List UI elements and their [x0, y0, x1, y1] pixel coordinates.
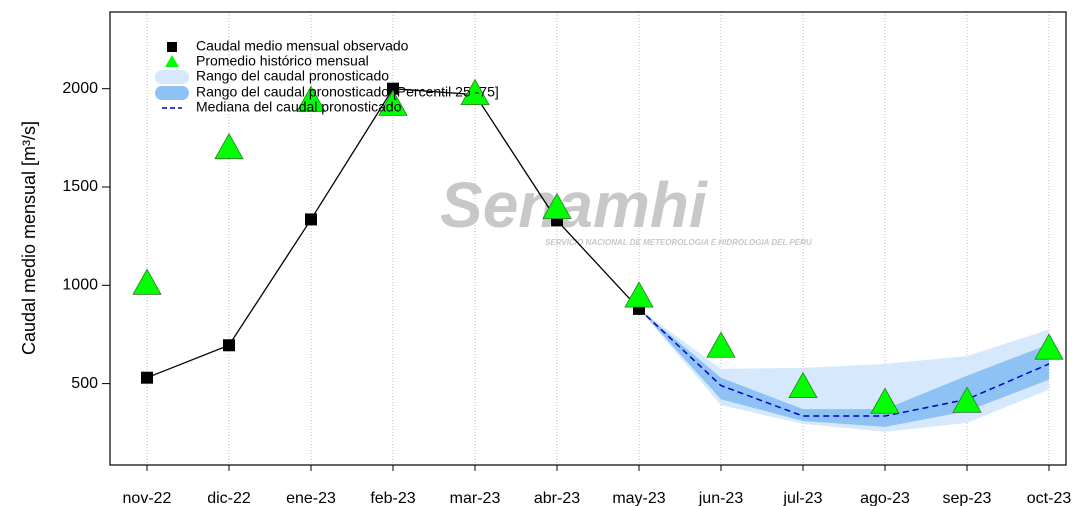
- legend-label: Promedio histórico mensual: [196, 53, 369, 69]
- historical-marker: [1034, 333, 1064, 360]
- x-tick-label: ene-23: [286, 490, 336, 506]
- legend-label: Caudal medio mensual observado: [196, 38, 409, 54]
- observed-marker: [223, 339, 235, 352]
- historical-marker: [788, 371, 818, 398]
- plot-frame: [109, 11, 1067, 466]
- historical-marker: [296, 85, 326, 112]
- legend-marker: [155, 70, 189, 84]
- watermark-subtitle: SERVICIO NACIONAL DE METEOROLOGIA E HIDR…: [545, 238, 812, 247]
- x-tick-label: abr-23: [534, 490, 580, 506]
- historical-marker: [542, 192, 572, 220]
- observed-marker: [141, 371, 153, 384]
- historical-marker: [706, 331, 736, 358]
- historical-marker: [378, 89, 408, 116]
- y-tick-label: 2000: [62, 80, 98, 97]
- legend-label: Rango del caudal pronosticado: [196, 68, 389, 84]
- legend-marker: [167, 42, 177, 52]
- x-tick-label: jul-23: [782, 490, 822, 506]
- historical-marker: [624, 281, 654, 308]
- x-tick-label: feb-23: [370, 490, 415, 506]
- historical-marker: [952, 386, 982, 413]
- watermark-title: Senamhi: [440, 169, 708, 241]
- legend-marker: [165, 55, 179, 67]
- y-tick-label: 500: [71, 375, 98, 392]
- legend-label: Rango del caudal pronosticado [Percentil…: [196, 84, 499, 100]
- x-tick-label: nov-22: [123, 490, 172, 506]
- x-tick-label: dic-22: [207, 490, 251, 506]
- x-tick-label: sep-23: [943, 490, 992, 506]
- x-tick-label: mar-23: [450, 490, 501, 506]
- forecast-band: [639, 308, 1049, 427]
- y-tick-label: 1000: [62, 277, 98, 294]
- observed-marker: [305, 213, 317, 226]
- legend-label: Mediana del caudal pronosticado: [196, 99, 402, 115]
- median-line: [638, 308, 1050, 417]
- historical-marker: [132, 268, 162, 295]
- x-tick-label: jun-23: [698, 490, 744, 506]
- observed-marker: [387, 82, 399, 95]
- legend-marker: [155, 86, 189, 100]
- x-tick-label: ago-23: [860, 490, 910, 506]
- historical-marker: [870, 387, 900, 414]
- y-axis-label: Caudal medio mensual [m³/s]: [19, 121, 39, 355]
- x-tick-label: oct-23: [1027, 490, 1072, 506]
- y-tick-label: 1500: [62, 178, 98, 195]
- x-tick-label: may-23: [612, 490, 665, 506]
- historical-marker: [214, 132, 244, 160]
- historical-marker: [460, 78, 490, 105]
